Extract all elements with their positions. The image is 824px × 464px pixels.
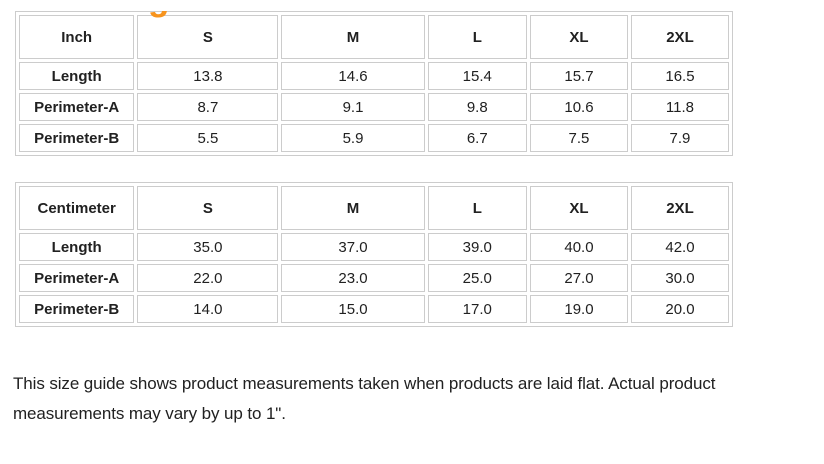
clipped-heading-glyph: g: [148, 11, 169, 16]
row-label-cell: Length: [19, 62, 135, 90]
value-cell: 5.5: [137, 124, 279, 152]
value-cell: 19.0: [529, 295, 628, 323]
row-label-cell: Perimeter-B: [19, 124, 135, 152]
clipped-heading: g: [148, 11, 182, 19]
value-cell: 22.0: [137, 264, 279, 292]
value-cell: 6.7: [427, 124, 527, 152]
value-cell: 15.0: [281, 295, 425, 323]
size-header-cell: XL: [529, 15, 628, 59]
size-table-inch: Inch S M L XL 2XL Length 13.8 14.6 15.4 15.7 16.5 P…: [15, 11, 733, 156]
measurement-row: Length 35.0 37.0 39.0 40.0 42.0: [19, 233, 729, 261]
value-cell: 42.0: [630, 233, 729, 261]
size-header-cell: L: [427, 186, 527, 230]
value-cell: 27.0: [529, 264, 628, 292]
row-label-cell: Length: [19, 233, 135, 261]
value-cell: 15.7: [529, 62, 628, 90]
measurement-row: Length 13.8 14.6 15.4 15.7 16.5: [19, 62, 729, 90]
value-cell: 10.6: [529, 93, 628, 121]
row-label-cell: Perimeter-A: [19, 264, 135, 292]
size-header-cell: M: [281, 186, 425, 230]
unit-header-cell: Centimeter: [19, 186, 135, 230]
size-header-cell: XL: [529, 186, 628, 230]
size-header-cell: S: [137, 15, 279, 59]
value-cell: 37.0: [281, 233, 425, 261]
value-cell: 23.0: [281, 264, 425, 292]
size-header-cell: L: [427, 15, 527, 59]
measurement-row: Perimeter-A 8.7 9.1 9.8 10.6 11.8: [19, 93, 729, 121]
value-cell: 30.0: [630, 264, 729, 292]
value-cell: 13.8: [137, 62, 279, 90]
value-cell: 39.0: [427, 233, 527, 261]
measurement-row: Perimeter-A 22.0 23.0 25.0 27.0 30.0: [19, 264, 729, 292]
value-cell: 5.9: [281, 124, 425, 152]
row-label-cell: Perimeter-A: [19, 93, 135, 121]
row-label-cell: Perimeter-B: [19, 295, 135, 323]
value-cell: 9.8: [427, 93, 527, 121]
measurement-row: Perimeter-B 5.5 5.9 6.7 7.5 7.9: [19, 124, 729, 152]
value-cell: 15.4: [427, 62, 527, 90]
measurement-row: Perimeter-B 14.0 15.0 17.0 19.0 20.0: [19, 295, 729, 323]
header-row: Centimeter S M L XL 2XL: [19, 186, 729, 230]
value-cell: 14.0: [137, 295, 279, 323]
value-cell: 40.0: [529, 233, 628, 261]
value-cell: 14.6: [281, 62, 425, 90]
size-header-cell: 2XL: [630, 186, 729, 230]
size-header-cell: M: [281, 15, 425, 59]
value-cell: 8.7: [137, 93, 279, 121]
value-cell: 7.5: [529, 124, 628, 152]
value-cell: 25.0: [427, 264, 527, 292]
size-header-cell: 2XL: [630, 15, 729, 59]
value-cell: 11.8: [630, 93, 729, 121]
value-cell: 9.1: [281, 93, 425, 121]
unit-header-cell: Inch: [19, 15, 135, 59]
value-cell: 17.0: [427, 295, 527, 323]
header-row: Inch S M L XL 2XL: [19, 15, 729, 59]
value-cell: 35.0: [137, 233, 279, 261]
size-guide-note: This size guide shows product measuremen…: [13, 374, 716, 423]
value-cell: 16.5: [630, 62, 729, 90]
value-cell: 20.0: [630, 295, 729, 323]
size-header-cell: S: [137, 186, 279, 230]
size-table-centimeter: Centimeter S M L XL 2XL Length 35.0 37.0 39.0 40.…: [15, 182, 733, 327]
value-cell: 7.9: [630, 124, 729, 152]
